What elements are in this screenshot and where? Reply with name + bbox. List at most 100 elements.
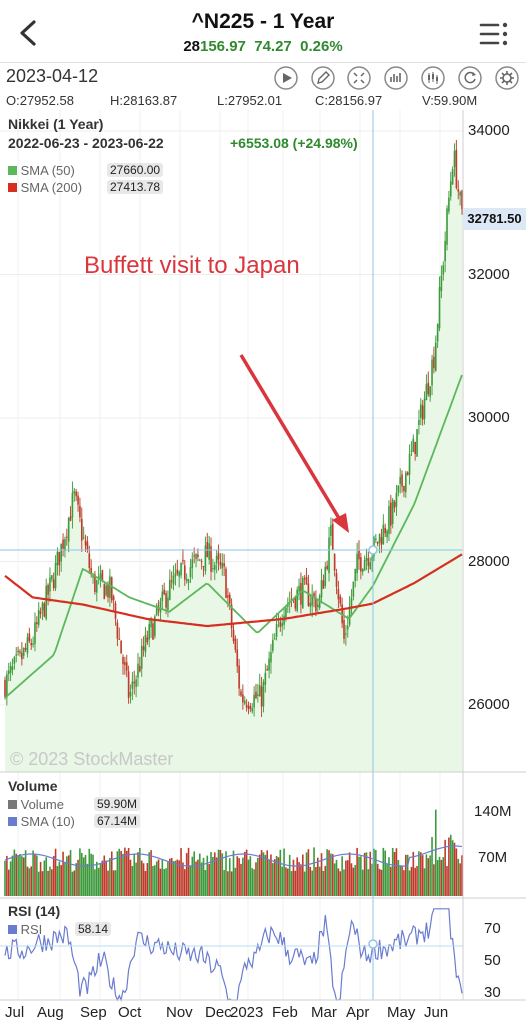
volume-bar [150, 850, 152, 896]
volume-bar [208, 863, 210, 896]
price-candle-body [75, 491, 77, 497]
pencil-icon[interactable] [311, 66, 335, 90]
price-candle-body [227, 595, 229, 598]
price-candle-body [436, 324, 439, 342]
price-candle-body [451, 169, 454, 185]
volume-bar [161, 859, 164, 896]
play-icon[interactable] [274, 66, 298, 90]
volume-bar [361, 869, 364, 896]
price-candle-body [49, 577, 51, 592]
legend-volume-value: 59.90M [94, 797, 141, 811]
price-panel-range: 2022-06-23 - 2023-06-22 [8, 135, 164, 151]
legend-volume-sma-value: 67.14M [94, 814, 141, 828]
volume-bar [109, 857, 111, 896]
x-tick: Apr [346, 1004, 370, 1021]
volume-bar [200, 862, 203, 896]
x-tick: Mar [311, 1004, 337, 1021]
volume-bar [380, 869, 383, 896]
volume-bar [187, 847, 190, 896]
volume-bar [382, 847, 385, 896]
price-candle-body [350, 598, 353, 607]
volume-bar [82, 857, 85, 896]
stock-chart[interactable] [0, 110, 526, 1024]
volume-bar [28, 868, 31, 896]
price-candle-body [391, 499, 394, 524]
price-candle-body [294, 596, 297, 609]
legend-rsi-swatch [8, 925, 17, 934]
price-candle-body [52, 579, 55, 589]
volume-bar [457, 858, 460, 896]
volume-bar [376, 863, 379, 896]
price-candle-body [247, 706, 250, 709]
volume-bar [268, 859, 270, 896]
price-candle-body [150, 620, 152, 628]
volume-bar [300, 864, 302, 896]
price-candle-body [60, 543, 62, 562]
price-candle-body [165, 593, 167, 608]
volume-bar [384, 850, 387, 896]
price-candle-body [116, 622, 119, 639]
price-candle-body [371, 556, 373, 561]
volume-bar [225, 851, 227, 896]
crosshair-dot [368, 545, 378, 555]
volume-bar [217, 849, 220, 896]
volume-bar [403, 870, 405, 896]
volume-bar [290, 871, 293, 896]
volume-bar [313, 847, 315, 896]
price-candle-body [43, 603, 46, 617]
bar-chart-icon[interactable] [384, 66, 408, 90]
volume-bar [234, 867, 237, 896]
volume-bar [451, 840, 454, 896]
volume-panel-title: Volume [8, 778, 58, 794]
volume-bar [412, 851, 415, 896]
refresh-icon[interactable] [458, 66, 482, 90]
volume-bar [212, 856, 214, 896]
legend-sma50-value: 27660.00 [107, 163, 164, 177]
volume-bar [255, 862, 257, 896]
ohlc-volume: V:59.90M [422, 93, 478, 108]
gear-icon[interactable] [495, 66, 519, 90]
volume-bar [227, 871, 229, 896]
volume-bar [155, 861, 158, 896]
volume-bar [152, 865, 154, 896]
volume-bar [167, 861, 169, 896]
volume-bar [64, 862, 66, 896]
price-candle-body [212, 568, 214, 570]
price-candle-body [84, 540, 87, 546]
price-candle-body [137, 663, 139, 678]
expand-icon[interactable] [347, 66, 371, 90]
volume-bar [219, 849, 222, 896]
volume-bar [455, 848, 458, 896]
legend-volume: Volume [8, 797, 64, 812]
volume-bar [172, 861, 175, 896]
price-candle-body [367, 558, 370, 566]
candle-chart-icon[interactable] [421, 66, 445, 90]
volume-bar [288, 854, 291, 896]
x-tick: Dec [205, 1004, 232, 1021]
volume-bar [238, 858, 240, 896]
price-candle-body [22, 648, 25, 656]
volume-bar [251, 868, 254, 896]
price-candle-body [245, 704, 248, 708]
price-candle-body [339, 596, 342, 604]
volume-bar [440, 859, 443, 896]
price-candle-body [331, 523, 334, 551]
back-arrow-icon[interactable] [14, 18, 44, 48]
price-candle-body [251, 708, 254, 712]
price-candle-body [152, 623, 154, 640]
volume-bar [253, 869, 255, 896]
price-candle-body [236, 649, 239, 667]
volume-bar [369, 851, 372, 896]
volume-bar [281, 866, 283, 896]
volume-bar [273, 859, 276, 896]
price-candle-body [378, 533, 381, 543]
volume-bar [442, 857, 445, 896]
price-candle-body [4, 679, 6, 698]
price-candle-body [148, 624, 151, 640]
legend-volume-sma-label: SMA (10) [20, 814, 75, 829]
menu-list-icon[interactable] [478, 20, 510, 48]
price-candle-body [403, 485, 405, 492]
price-candle-body [298, 585, 300, 592]
price-candle-body [7, 670, 10, 674]
price-candle-body [283, 615, 285, 625]
